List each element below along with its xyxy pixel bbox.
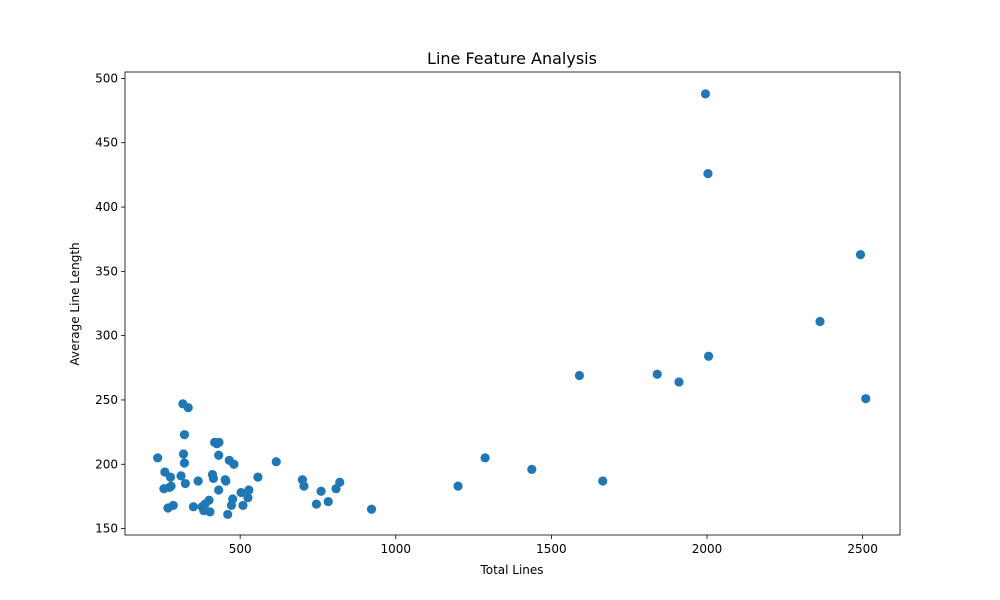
scatter-point [165, 472, 176, 482]
scatter-point [700, 89, 711, 99]
scatter-point [180, 478, 190, 489]
y-axis-label: Average Line Length [68, 242, 82, 365]
y-tick-label: 350 [95, 264, 118, 278]
scatter-point [214, 485, 224, 495]
x-tick-label: 500 [229, 542, 252, 556]
y-tick-label: 150 [95, 522, 118, 536]
scatter-point [236, 487, 246, 498]
scatter-point [221, 476, 231, 486]
scatter-point [229, 459, 239, 469]
scatter-point [703, 351, 714, 361]
scatter-point [204, 495, 214, 505]
scatter-point [183, 403, 193, 413]
data-points [153, 89, 871, 520]
scatter-point [323, 496, 333, 507]
y-axis: 150 200 250 300 350 400 450 500 [95, 71, 125, 536]
y-tick-label: 300 [95, 329, 118, 343]
scatter-point [815, 316, 825, 327]
scatter-point [228, 494, 238, 504]
scatter-point [243, 493, 253, 503]
scatter-point [453, 481, 463, 491]
scatter-point [316, 486, 326, 496]
y-tick-label: 200 [95, 457, 118, 471]
scatter-point [335, 477, 345, 487]
scatter-point [271, 457, 281, 467]
scatter-point [178, 449, 189, 459]
scatter-point [299, 481, 309, 491]
x-tick-label: 1500 [536, 542, 567, 556]
scatter-point [238, 500, 248, 511]
scatter-point [366, 504, 377, 514]
scatter-point [311, 499, 322, 509]
scatter-point [179, 458, 190, 468]
scatter-point [480, 453, 490, 463]
scatter-point [574, 370, 585, 381]
scatter-point [861, 394, 871, 404]
scatter-point [166, 481, 176, 491]
y-tick-label: 450 [95, 136, 118, 150]
y-tick-label: 500 [95, 71, 118, 85]
x-axis: 500 1000 1500 2000 2500 [229, 535, 878, 556]
scatter-point [527, 464, 537, 475]
scatter-point [193, 476, 203, 486]
x-axis-label: Total Lines [479, 563, 543, 577]
plot-area-frame [124, 71, 901, 536]
scatter-point [223, 509, 233, 520]
scatter-point [168, 500, 178, 511]
scatter-point [703, 169, 713, 179]
scatter-point [214, 437, 224, 447]
x-tick-label: 2500 [847, 542, 878, 556]
scatter-point [855, 250, 866, 260]
y-tick-label: 400 [95, 200, 118, 214]
scatter-point [244, 485, 254, 495]
scatter-point [188, 502, 199, 512]
scatter-point [153, 453, 163, 463]
scatter-point [176, 471, 186, 481]
scatter-point [214, 450, 224, 460]
scatter-point [179, 430, 190, 440]
scatter-point [674, 377, 684, 387]
x-tick-label: 1000 [381, 542, 412, 556]
scatter-point [205, 507, 215, 517]
scatter-point [598, 476, 608, 486]
y-tick-label: 250 [95, 393, 118, 407]
chart-title: Line Feature Analysis [427, 49, 597, 68]
scatter-point [253, 472, 263, 482]
x-tick-label: 2000 [692, 542, 723, 556]
scatter-point [208, 473, 218, 484]
scatter-point [652, 369, 662, 379]
